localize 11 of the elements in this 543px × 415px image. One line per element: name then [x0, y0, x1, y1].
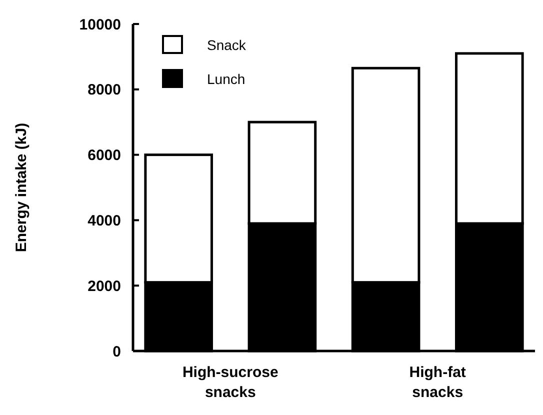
y-tick-label: 0 — [112, 343, 121, 360]
y-tick-label: 8000 — [88, 82, 121, 99]
y-tick-label: 2000 — [88, 278, 121, 295]
legend-label: Snack — [207, 36, 247, 53]
legend-label: Lunch — [207, 70, 246, 87]
y-tick-label: 4000 — [88, 212, 121, 230]
y-axis-title: Energy intake (kJ) — [13, 122, 30, 252]
y-tick-label: 6000 — [88, 147, 121, 164]
text: High-sucrose snacks — [182, 364, 278, 401]
y-tick-label: 10000 — [79, 16, 121, 34]
text: High-fat snacks — [409, 364, 466, 401]
